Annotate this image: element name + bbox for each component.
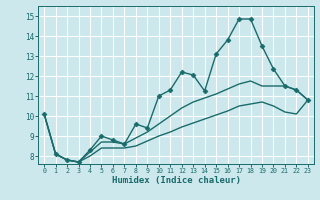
X-axis label: Humidex (Indice chaleur): Humidex (Indice chaleur): [111, 176, 241, 185]
